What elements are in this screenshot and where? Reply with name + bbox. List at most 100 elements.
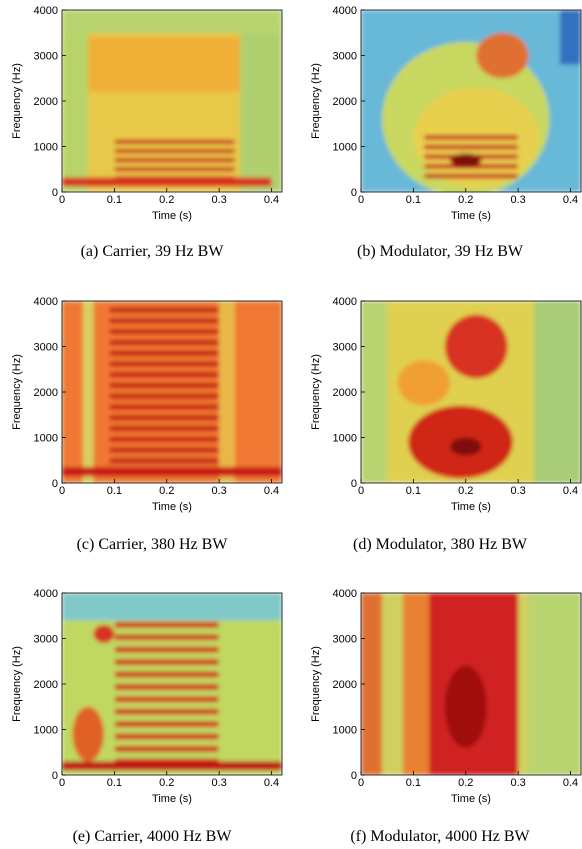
x-tick-label: 0 [59,194,65,206]
y-tick-label: 3000 [34,634,58,646]
spectrogram [361,593,581,775]
y-tick-label: 2000 [34,96,58,108]
spectrum-region [62,177,272,187]
x-tick-label: 0.1 [406,194,421,206]
x-tick-label: 0.3 [211,194,226,206]
y-axis-label: Frequency (Hz) [11,646,23,722]
caption: (c) Carrier, 380 Hz BW [77,536,229,553]
spectrogram-image [361,10,581,192]
spectrogram-image [62,593,282,775]
harmonic-stripe [114,684,220,690]
y-tick-label: 3000 [34,342,58,354]
harmonic-stripe [109,393,220,399]
spectrum-region [62,467,282,477]
spectrogram-image [361,593,581,775]
y-tick-label: 2000 [333,679,357,691]
x-tick-label: 0.2 [458,485,473,497]
y-tick-label: 0 [52,187,58,199]
x-tick-label: 0.3 [211,485,226,497]
y-tick-label: 0 [351,478,357,490]
spectrum-region [62,761,282,771]
x-tick-label: 0.4 [264,777,279,789]
x-tick-label: 0.2 [159,777,174,789]
y-tick-label: 2000 [34,679,58,691]
harmonic-stripe [114,733,220,740]
caption: (b) Modulator, 39 Hz BW [357,243,524,260]
y-tick-label: 4000 [333,588,357,600]
spectrum-blob [450,437,482,456]
harmonic-stripe [109,404,220,410]
x-tick-label: 0.2 [458,194,473,206]
x-axis-label: Time (s) [152,210,192,222]
y-tick-label: 2000 [333,387,357,399]
harmonic-stripe [114,634,220,641]
spectrum-blob [444,314,508,379]
x-tick-label: 0 [358,777,364,789]
harmonic-stripe [423,135,519,140]
y-axis-label: Frequency (Hz) [310,646,322,722]
spectrogram [361,10,581,192]
spectrum-region [560,10,581,65]
spectrum-region [62,10,89,192]
y-tick-label: 1000 [333,433,357,445]
x-tick-label: 0.1 [107,485,122,497]
x-tick-label: 0 [59,777,65,789]
harmonic-stripe [114,696,220,703]
y-tick-label: 4000 [333,5,357,17]
x-tick-label: 0.4 [563,777,578,789]
spectrum-region [361,301,388,483]
y-tick-label: 4000 [333,296,357,308]
harmonic-stripe [109,447,220,453]
x-tick-label: 0.1 [406,485,421,497]
x-axis-label: Time (s) [152,501,192,513]
x-tick-label: 0.4 [563,194,578,206]
x-axis-label: Time (s) [451,501,491,513]
harmonic-stripe [114,622,220,628]
y-axis-label: Frequency (Hz) [11,354,23,430]
spectrum-region [62,593,282,621]
y-tick-label: 3000 [34,51,58,63]
spectrum-blob [450,153,482,167]
harmonic-stripe [114,167,235,172]
harmonic-stripe [114,746,220,752]
y-tick-label: 4000 [34,5,58,17]
spectrum-blob [397,360,451,406]
x-tick-label: 0 [59,485,65,497]
y-tick-label: 1000 [34,142,58,154]
y-tick-label: 0 [52,478,58,490]
harmonic-stripe [423,144,519,150]
spectrum-blob [72,706,104,762]
x-tick-label: 0 [358,485,364,497]
x-tick-label: 0 [358,194,364,206]
harmonic-stripe [109,361,220,367]
y-tick-label: 1000 [333,142,357,154]
y-axis-label: Frequency (Hz) [11,63,23,139]
y-tick-label: 1000 [34,725,58,737]
spectrogram [361,301,581,483]
y-tick-label: 4000 [34,588,58,600]
y-tick-label: 3000 [333,342,357,354]
spectrum-region [402,593,430,775]
x-tick-label: 0.3 [510,194,525,206]
x-tick-label: 0.2 [458,777,473,789]
harmonic-stripe [109,318,220,324]
x-tick-label: 0.2 [159,194,174,206]
y-tick-label: 0 [351,187,357,199]
x-axis-label: Time (s) [451,210,491,222]
harmonic-stripe [109,372,220,378]
x-tick-label: 0.1 [107,777,122,789]
harmonic-stripe [114,671,220,678]
y-tick-label: 4000 [34,296,58,308]
caption: (f) Modulator, 4000 Hz BW [350,828,530,845]
spectrum-region [219,301,235,483]
y-tick-label: 1000 [333,725,357,737]
harmonic-stripe [114,708,220,715]
harmonic-stripe [114,721,220,727]
spectrum-region [240,10,282,192]
y-tick-label: 1000 [34,433,58,445]
x-axis-label: Time (s) [451,793,491,805]
spectrum-region [88,37,241,92]
x-tick-label: 0.1 [406,777,421,789]
y-axis-label: Frequency (Hz) [310,63,322,139]
